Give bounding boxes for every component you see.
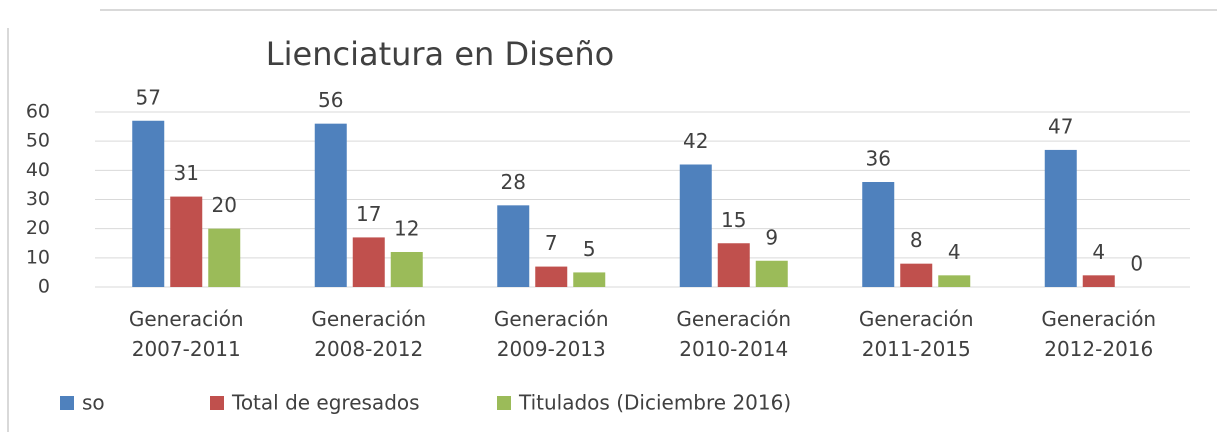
data-label: 12 [394,217,419,241]
y-tick-label: 50 [26,130,50,152]
data-label: 15 [721,208,746,232]
data-label: 9 [765,225,778,249]
bar [132,120,165,287]
x-tick-label: Generación 2010-2014 [676,307,791,361]
bar [497,205,530,287]
y-tick-label: 30 [26,188,50,210]
bar [1082,275,1115,287]
data-label: 17 [356,202,381,226]
data-label: 8 [910,228,923,252]
data-label: 56 [318,88,343,112]
bar [170,196,203,287]
data-label: 42 [683,129,708,153]
legend-swatch [210,396,224,410]
bar [755,260,788,287]
legend-label: Titulados (Diciembre 2016) [518,391,791,415]
legend-swatch [497,396,511,410]
chart-title: Lienciatura en Diseño [266,35,614,73]
bar [390,252,423,287]
bar [208,228,241,287]
bar [679,164,712,287]
bar [573,272,606,287]
data-label: 57 [136,85,161,109]
bar [1044,149,1077,287]
data-label: 7 [545,231,558,255]
y-tick-label: 20 [26,217,50,239]
y-tick-label: 10 [26,246,50,268]
bar [900,263,933,287]
y-tick-label: 40 [26,159,50,181]
bar [535,266,568,287]
legend-swatch [60,396,74,410]
data-label: 47 [1048,114,1073,138]
data-label: 20 [212,193,237,217]
bar [352,237,385,287]
y-tick-label: 60 [26,101,50,123]
bar [938,275,971,287]
legend-label: Total de egresados [231,391,420,415]
legend-label: so [82,391,105,415]
data-label: 0 [1130,252,1143,276]
bar [862,182,895,287]
y-tick-label: 0 [38,276,50,298]
data-label: 4 [948,240,961,264]
x-tick-label: Generación 2007-2011 [129,307,244,361]
bar [717,243,750,287]
x-tick-label: Generación 2011-2015 [859,307,974,361]
x-tick-label: Generación 2008-2012 [311,307,426,361]
data-label: 36 [866,147,891,171]
data-label: 28 [501,170,526,194]
data-label: 4 [1092,240,1105,264]
x-tick-label: Generación 2009-2013 [494,307,609,361]
bar [314,123,347,288]
x-tick-label: Generación 2012-2016 [1041,307,1156,361]
data-label: 31 [174,161,199,185]
data-label: 5 [583,237,596,261]
